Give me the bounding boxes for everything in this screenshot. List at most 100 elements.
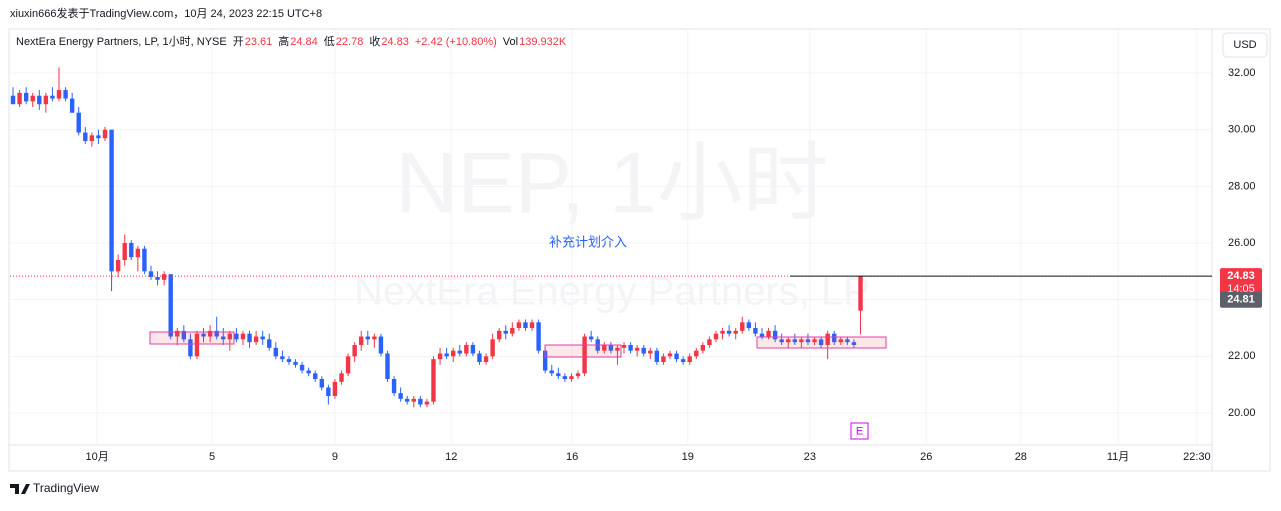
x-tick-label: 16 [566, 451, 578, 463]
candle-body [667, 353, 673, 357]
candle-body [175, 330, 180, 337]
candle-body [582, 336, 587, 374]
candle-body [148, 271, 154, 278]
candle-body [654, 350, 660, 362]
candle-body [726, 330, 732, 334]
y-tick-label: 32.00 [1228, 67, 1256, 79]
candle-body [37, 95, 42, 105]
candle-body [818, 339, 824, 346]
legend-item: 24.84 [290, 36, 318, 48]
candle-body [10, 95, 16, 105]
candle-body [299, 364, 305, 371]
candle-body [832, 333, 837, 343]
candle-body [181, 330, 187, 340]
candle-body [411, 398, 416, 402]
candle-body [332, 381, 338, 396]
legend-item: 24.83 [381, 36, 409, 48]
candle-body [444, 353, 449, 357]
candle-body [306, 370, 311, 374]
candle-body [109, 129, 114, 272]
candle-body [96, 135, 101, 139]
candle-body [753, 328, 758, 334]
candle-body [608, 345, 614, 351]
watermark: NEP, 1小时 [395, 136, 828, 232]
candle-body [510, 328, 515, 334]
candle-body [569, 376, 574, 379]
author-line: xiuxin666发表于TradingView.com，10月 24, 2023… [10, 6, 322, 20]
candle-body [858, 276, 863, 311]
candle-body [746, 322, 752, 329]
candle-body [115, 260, 121, 272]
candle-body [615, 347, 620, 351]
candle-body [845, 339, 850, 343]
candle-body [227, 333, 233, 340]
candle-body [253, 336, 259, 343]
candle-body [207, 330, 213, 337]
watermark-subtitle: NextEra Energy Partners, LP [354, 270, 870, 314]
candle-body [23, 92, 29, 102]
annotation: 补充计划介入 [549, 234, 627, 249]
bid-price-box [1220, 291, 1262, 308]
x-tick-label: 5 [209, 451, 215, 463]
legend-item: Vol [503, 36, 518, 48]
currency[interactable]: USD [1233, 39, 1256, 51]
candle-body [516, 322, 522, 329]
candle-body [135, 248, 141, 258]
candle-body [450, 350, 456, 357]
candle-body [221, 336, 226, 340]
candle-body [142, 248, 147, 272]
x-tick-label: 26 [920, 451, 932, 463]
y-tick-label: 30.00 [1228, 124, 1256, 136]
x-tick-label: 28 [1015, 451, 1027, 463]
event-marker[interactable]: E [856, 425, 863, 437]
legend-item: 23.61 [245, 36, 273, 48]
candle-body [588, 336, 594, 340]
candle-body [490, 339, 495, 357]
candle-body [503, 330, 508, 334]
candle-body [240, 333, 246, 340]
candle-body [424, 401, 430, 405]
candle-body [483, 356, 489, 362]
candle-body [194, 333, 200, 357]
candle-body [464, 345, 469, 354]
x-tick-label: 22:30 [1183, 451, 1211, 463]
candle-body [674, 353, 679, 360]
candle-body [457, 350, 462, 354]
candle-body [536, 322, 541, 351]
y-tick-label: 22.00 [1228, 350, 1256, 362]
candle-body [17, 92, 22, 105]
candle-body [89, 135, 95, 142]
candle-body [168, 274, 173, 337]
candle-body [740, 322, 745, 331]
candle-body [352, 345, 357, 357]
brand: TradingView [33, 481, 99, 495]
chart-frame [8, 28, 1271, 472]
candle-body [556, 373, 561, 377]
y-tick-label: 20.00 [1228, 407, 1256, 419]
range-box [149, 331, 235, 345]
candle-body [201, 333, 206, 337]
candle-body [76, 112, 81, 133]
candle-body [641, 347, 646, 354]
candle-body [838, 339, 844, 343]
candle-body [786, 339, 791, 343]
candle-body [680, 359, 686, 362]
y-tick-label: 28.00 [1228, 180, 1256, 192]
legend-item: 高 [278, 34, 289, 48]
candle-body [30, 95, 35, 102]
candle-body [188, 339, 193, 357]
candle-body [628, 345, 633, 351]
event-marker-box[interactable] [850, 422, 869, 440]
candle-body [247, 333, 252, 343]
candle-body [63, 90, 68, 99]
currency-button[interactable] [1222, 32, 1268, 58]
candle-body [286, 359, 292, 362]
brand-logo [10, 484, 30, 494]
candle-body [280, 356, 285, 360]
candle-body [713, 333, 719, 340]
candle-body [129, 243, 134, 258]
candle-body [772, 330, 778, 340]
legend-item: +2.42 (+10.80%) [415, 36, 497, 48]
